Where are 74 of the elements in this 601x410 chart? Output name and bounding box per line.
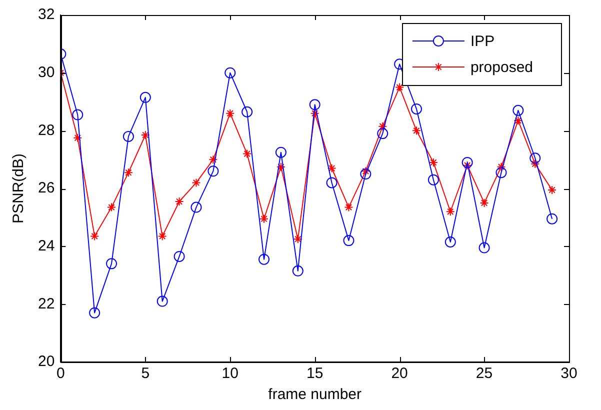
point (480, 198, 489, 208)
point (428, 158, 438, 167)
point (411, 103, 422, 114)
point (530, 159, 540, 168)
point (548, 185, 557, 194)
point (124, 168, 133, 178)
point (72, 109, 84, 120)
y-tick-label: 24 (38, 237, 55, 254)
x-tick-label: 10 (222, 365, 238, 382)
point (361, 166, 370, 176)
point (73, 133, 82, 142)
point (326, 177, 338, 188)
point (412, 126, 422, 136)
y-tick-label: 26 (38, 180, 55, 197)
point (260, 214, 269, 224)
y-tick-label: 32 (38, 6, 55, 24)
point (478, 242, 490, 254)
point (444, 236, 456, 248)
y-axis-title: PSNR(dB) (10, 153, 28, 224)
point (89, 307, 100, 318)
point (140, 92, 151, 103)
x-tick-label: 30 (560, 365, 578, 382)
y-tick-label: 20 (38, 353, 55, 370)
point (192, 178, 201, 188)
x-tick-label: 5 (141, 365, 150, 382)
x-tick-label: 20 (391, 365, 408, 382)
point (174, 197, 184, 206)
x-tick-label: 0 (56, 365, 65, 382)
point (226, 108, 235, 118)
point (156, 296, 168, 307)
point (512, 104, 524, 116)
point (208, 155, 218, 164)
point (309, 99, 320, 110)
point (378, 122, 388, 131)
legend-label: proposed (470, 59, 534, 76)
x-tick-label: 15 (306, 365, 324, 382)
point (140, 130, 150, 140)
point (344, 202, 354, 212)
y-tick-label: 28 (38, 122, 55, 139)
point (446, 207, 455, 216)
point (343, 235, 354, 246)
x-axis-title: frame number (268, 386, 362, 404)
point (496, 167, 507, 178)
legend-label: IPP (470, 33, 495, 50)
point (462, 160, 472, 170)
point (530, 152, 541, 164)
point (360, 168, 372, 180)
point (242, 149, 252, 158)
point (208, 166, 219, 177)
y-tick-label: 22 (38, 295, 55, 312)
point (106, 258, 118, 270)
point (514, 116, 523, 126)
point (462, 156, 473, 168)
point (276, 162, 286, 172)
y-tick-label: 30 (38, 64, 55, 81)
point (122, 130, 134, 142)
point (327, 164, 336, 173)
point (242, 106, 253, 118)
point (158, 232, 167, 241)
point (107, 202, 116, 212)
point (428, 174, 439, 186)
point (190, 202, 202, 213)
point (395, 82, 404, 92)
point (293, 234, 302, 244)
point (496, 162, 506, 172)
point (224, 67, 236, 78)
point (377, 128, 388, 140)
point (174, 250, 185, 262)
point (546, 213, 558, 224)
point (292, 265, 304, 276)
x-tick-label: 25 (476, 365, 493, 382)
point (258, 254, 270, 265)
point (90, 232, 100, 241)
point (275, 146, 286, 158)
